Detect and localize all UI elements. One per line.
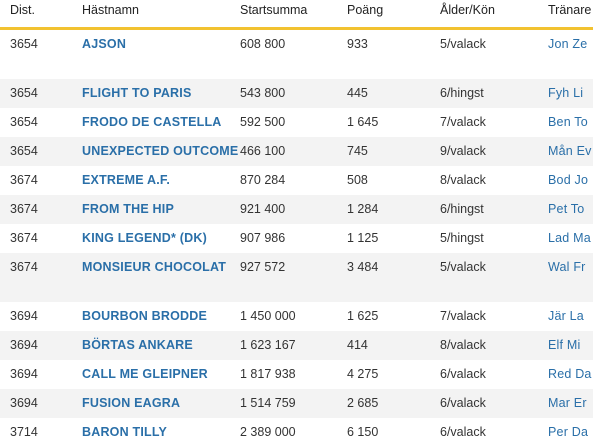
age-sex: 9/valack	[440, 144, 486, 158]
points: 2 685	[347, 396, 379, 410]
trainer[interactable]: Mar Er	[548, 396, 587, 410]
table-row: 3674 KING LEGEND* (DK) 907 986 1 125 5/hings…	[0, 224, 593, 253]
horse-name[interactable]: BARON TILLY	[82, 425, 168, 439]
age-sex: 5/hingst	[440, 231, 484, 245]
points: 1 284	[347, 202, 379, 216]
horse-name[interactable]: FROM THE HIP	[82, 202, 174, 216]
age-sex: 7/valack	[440, 115, 486, 129]
column-header[interactable]: Dist.	[10, 3, 35, 17]
table-row: 3674 FROM THE HIP 921 400 1 284 6/hingst Pet …	[0, 195, 593, 224]
trainer[interactable]: Per Da	[548, 425, 589, 439]
age-sex: 6/hingst	[440, 86, 484, 100]
table-row: 3694 FUSION EAGRA 1 514 759 2 685 6/valack Ma…	[0, 389, 593, 418]
points: 414	[347, 338, 368, 352]
table-row: 3694 CALL ME GLEIPNER 1 817 938 4 275 6/vala…	[0, 360, 593, 389]
points: 745	[347, 144, 368, 158]
column-header[interactable]: Startsumma	[240, 3, 308, 17]
table-row: 3714 BARON TILLY 2 389 000 6 150 6/valack Per…	[0, 418, 593, 446]
prize-money: 927 572	[240, 260, 286, 274]
column-header[interactable]: Ålder/Kön	[440, 3, 495, 17]
column-header[interactable]: Tränare	[548, 3, 592, 17]
prize-money: 2 389 000	[240, 425, 296, 439]
distance: 3674	[10, 202, 38, 216]
distance: 3694	[10, 367, 38, 381]
prize-money: 921 400	[240, 202, 286, 216]
trainer[interactable]: Red Da	[548, 367, 592, 381]
table-row: 3654 FLIGHT TO PARIS 543 800 445 6/hingst Fyh…	[0, 79, 593, 108]
distance: 3694	[10, 309, 38, 323]
horse-name[interactable]: FLIGHT TO PARIS	[82, 86, 192, 100]
distance: 3654	[10, 115, 38, 129]
points: 1 625	[347, 309, 379, 323]
horse-name[interactable]: EXTREME A.F.	[82, 173, 171, 187]
trainer[interactable]: Fyh Li	[548, 86, 584, 100]
table-row: 3674 EXTREME A.F. 870 284 508 8/valack Bod Jo	[0, 166, 593, 195]
table-row: 3694 BÖRTAS ANKARE 1 623 167 414 8/valack Elf…	[0, 331, 593, 360]
prize-money: 592 500	[240, 115, 286, 129]
table-row: 3654 UNEXPECTED OUTCOME 466 100 745 9/valack…	[0, 137, 593, 166]
horse-name[interactable]: BOURBON BRODDE	[82, 309, 208, 323]
age-sex: 6/valack	[440, 367, 486, 381]
prize-money: 1 514 759	[240, 396, 296, 410]
trainer[interactable]: Pet To	[548, 202, 585, 216]
prize-money: 608 800	[240, 37, 286, 51]
table-row: 3674 MONSIEUR CHOCOLAT 927 572 3 484 5/valac…	[0, 253, 593, 302]
prize-money: 543 800	[240, 86, 286, 100]
age-sex: 8/valack	[440, 338, 486, 352]
distance: 3674	[10, 231, 38, 245]
column-header[interactable]: Poäng	[347, 3, 384, 17]
distance: 3674	[10, 260, 38, 274]
trainer[interactable]: Jon Ze	[548, 37, 588, 51]
horse-name[interactable]: UNEXPECTED OUTCOME	[82, 144, 239, 158]
trainer[interactable]: Bod Jo	[548, 173, 589, 187]
distance: 3654	[10, 86, 38, 100]
trainer[interactable]: Mån Ev	[548, 144, 592, 158]
horse-name[interactable]: MONSIEUR CHOCOLAT	[82, 260, 227, 274]
distance: 3654	[10, 37, 38, 51]
trainer[interactable]: Elf Mi	[548, 338, 581, 352]
prize-money: 870 284	[240, 173, 286, 187]
column-header[interactable]: Hästnamn	[82, 3, 139, 17]
age-sex: 5/valack	[440, 260, 486, 274]
distance: 3694	[10, 396, 38, 410]
trainer[interactable]: Ben To	[548, 115, 588, 129]
table-row: 3654 AJSON 608 800 933 5/valack Jon Ze	[0, 30, 593, 79]
table-header: Dist. Hästnamn Startsumma Poäng Ålder/Kön Trä…	[0, 0, 593, 30]
trainer[interactable]: Jär La	[548, 309, 584, 323]
points: 1 645	[347, 115, 379, 129]
age-sex: 6/hingst	[440, 202, 484, 216]
points: 1 125	[347, 231, 379, 245]
points: 6 150	[347, 425, 379, 439]
age-sex: 8/valack	[440, 173, 486, 187]
distance: 3714	[10, 425, 38, 439]
table-row: 3654 FRODO DE CASTELLA 592 500 1 645 7/valac…	[0, 108, 593, 137]
points: 445	[347, 86, 368, 100]
points: 933	[347, 37, 368, 51]
prize-money: 1 623 167	[240, 338, 296, 352]
age-sex: 7/valack	[440, 309, 486, 323]
distance: 3654	[10, 144, 38, 158]
points: 508	[347, 173, 368, 187]
horse-name[interactable]: AJSON	[82, 37, 127, 51]
trainer[interactable]: Lad Ma	[548, 231, 591, 245]
horse-name[interactable]: FRODO DE CASTELLA	[82, 115, 222, 129]
distance: 3674	[10, 173, 38, 187]
prize-money: 907 986	[240, 231, 286, 245]
trainer[interactable]: Wal Fr	[548, 260, 586, 274]
table-row: 3694 BOURBON BRODDE 1 450 000 1 625 7/valack…	[0, 302, 593, 331]
prize-money: 466 100	[240, 144, 286, 158]
prize-money: 1 450 000	[240, 309, 296, 323]
horse-name[interactable]: BÖRTAS ANKARE	[82, 338, 193, 352]
age-sex: 6/valack	[440, 396, 486, 410]
horse-name[interactable]: CALL ME GLEIPNER	[82, 367, 208, 381]
distance: 3694	[10, 338, 38, 352]
horse-name[interactable]: FUSION EAGRA	[82, 396, 181, 410]
prize-money: 1 817 938	[240, 367, 296, 381]
points: 3 484	[347, 260, 379, 274]
points: 4 275	[347, 367, 379, 381]
horse-name[interactable]: KING LEGEND* (DK)	[82, 231, 207, 245]
age-sex: 6/valack	[440, 425, 486, 439]
age-sex: 5/valack	[440, 37, 486, 51]
